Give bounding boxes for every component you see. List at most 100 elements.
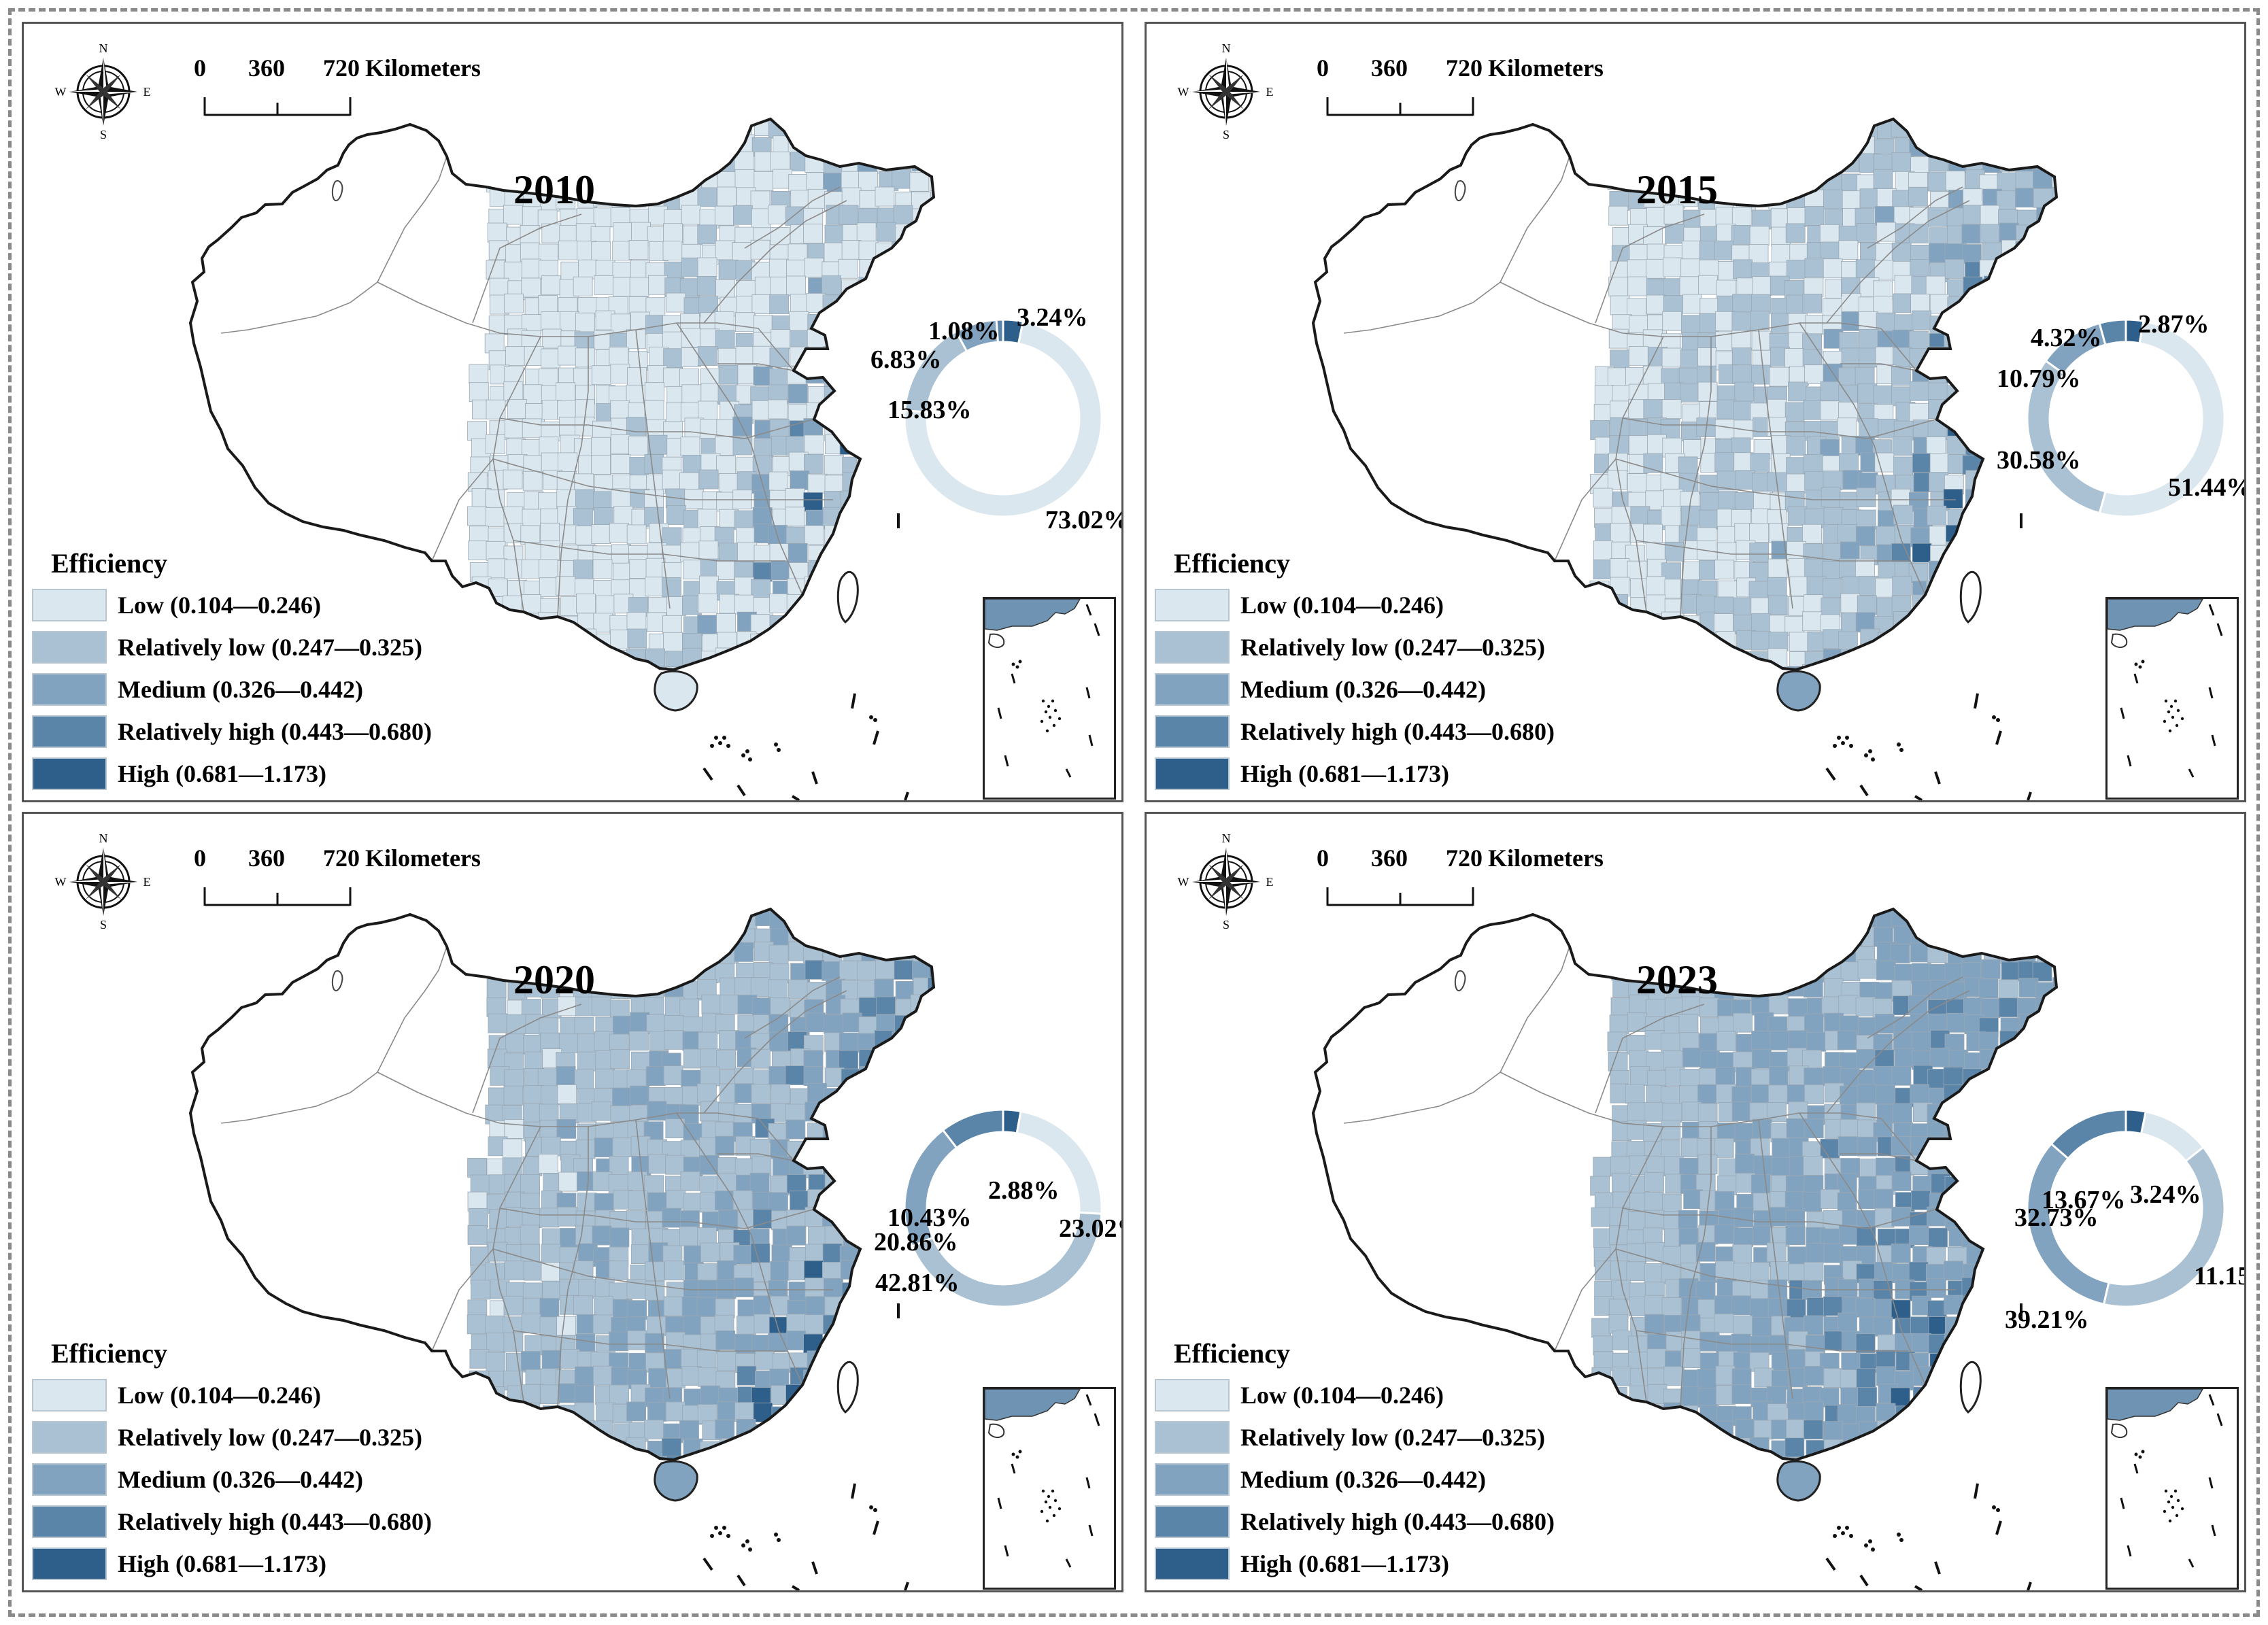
prefecture-cell bbox=[610, 152, 630, 171]
prefecture-cell bbox=[1733, 1208, 1754, 1227]
prefecture-cell bbox=[1980, 1459, 2001, 1460]
prefecture-cell bbox=[927, 209, 934, 230]
prefecture-cell bbox=[824, 1067, 845, 1087]
prefecture-cell bbox=[1804, 594, 1823, 615]
scale-tick-label: 720 bbox=[323, 844, 360, 872]
prefecture-cell bbox=[1966, 628, 1986, 649]
prefecture-cell bbox=[593, 1365, 613, 1386]
prefecture-cell bbox=[1961, 1171, 1981, 1191]
prefecture-cell bbox=[786, 275, 806, 296]
prefecture-cell bbox=[664, 1087, 684, 1107]
prefecture-cell bbox=[1963, 997, 1983, 1017]
prefecture-cell bbox=[700, 155, 720, 175]
prefecture-cell bbox=[734, 1083, 754, 1104]
prefecture-cell bbox=[1696, 633, 1716, 653]
prefecture-cell bbox=[630, 134, 651, 154]
prefecture-cell bbox=[1590, 420, 1610, 440]
prefecture-cell bbox=[1980, 959, 2001, 979]
taiwan-island bbox=[1959, 1361, 1982, 1414]
prefecture-cell bbox=[1946, 136, 1967, 156]
prefecture-cell bbox=[841, 1084, 861, 1105]
prefecture-cell bbox=[1999, 262, 2019, 283]
prefecture-cell bbox=[1697, 1084, 1717, 1104]
prefecture-cell bbox=[843, 1210, 863, 1230]
prefecture-cell bbox=[769, 347, 790, 368]
prefecture-cell bbox=[627, 367, 647, 387]
prefecture-cell bbox=[683, 1315, 703, 1335]
prefecture-cell bbox=[1823, 1368, 1844, 1388]
prefecture-cell bbox=[824, 1014, 843, 1034]
prefecture-cell bbox=[785, 668, 806, 670]
prefecture-cell bbox=[894, 1365, 914, 1386]
prefecture-cell bbox=[860, 492, 880, 512]
prefecture-cell bbox=[786, 1331, 807, 1350]
prefecture-cell bbox=[896, 1069, 916, 1089]
prefecture-cell bbox=[857, 563, 877, 583]
prefecture-cell bbox=[665, 1401, 686, 1422]
prefecture-cell bbox=[485, 1315, 505, 1335]
prefecture-cell bbox=[1948, 1437, 1968, 1457]
prefecture-cell bbox=[857, 1371, 877, 1391]
prefecture-cell bbox=[1982, 1367, 2003, 1388]
prefecture-cell bbox=[893, 1384, 913, 1403]
prefecture-cell bbox=[896, 1353, 917, 1373]
prefecture-cell bbox=[698, 400, 718, 421]
prefecture-cell bbox=[1627, 1102, 1647, 1123]
prefecture-cell bbox=[1714, 1191, 1735, 1211]
prefecture-cell bbox=[716, 1173, 737, 1193]
efficiency-legend: Efficiency Low (0.104—0.246) Relatively l… bbox=[32, 547, 576, 795]
prefecture-cell bbox=[663, 959, 683, 979]
prefecture-cell bbox=[541, 1136, 561, 1157]
prefecture-cell bbox=[629, 277, 649, 297]
prefecture-cell bbox=[1928, 1437, 1948, 1456]
prefecture-cell bbox=[1912, 1333, 1932, 1353]
prefecture-cell bbox=[752, 1192, 773, 1212]
prefecture-cell bbox=[737, 1316, 756, 1336]
prefecture-cell bbox=[715, 330, 735, 350]
prefecture-cell bbox=[663, 348, 683, 369]
prefecture-cell bbox=[1855, 259, 1876, 279]
prefecture-cell bbox=[1979, 1206, 1999, 1227]
prefecture-cell bbox=[1962, 928, 1982, 948]
prefecture-cell bbox=[539, 1120, 560, 1140]
prefecture-cell bbox=[910, 632, 930, 652]
prefecture-cell bbox=[910, 222, 930, 243]
prefecture-cell bbox=[786, 1314, 807, 1334]
prefecture-cell bbox=[539, 577, 559, 598]
prefecture-cell bbox=[2052, 1333, 2057, 1353]
prefecture-cell bbox=[1980, 294, 2000, 315]
prefecture-cell bbox=[681, 205, 701, 225]
prefecture-cell bbox=[1926, 437, 1946, 456]
prefecture-cell bbox=[755, 1350, 775, 1370]
compass-west-label: W bbox=[55, 875, 67, 889]
prefecture-cell bbox=[682, 455, 703, 475]
prefecture-cell bbox=[2052, 925, 2057, 946]
prefecture-cell bbox=[859, 909, 879, 926]
donut-percent-label: 13.67% bbox=[2042, 1186, 2126, 1214]
prefecture-cell bbox=[1875, 243, 1895, 263]
hainan-island bbox=[1776, 670, 1821, 712]
prefecture-cell bbox=[893, 629, 913, 649]
prefecture-cell bbox=[1910, 381, 1929, 401]
prefecture-cell bbox=[1802, 294, 1823, 313]
south-china-sea-inset bbox=[983, 597, 1116, 800]
prefecture-cell bbox=[859, 1140, 879, 1160]
prefecture-cell bbox=[1911, 1031, 1931, 1051]
prefecture-cell bbox=[1980, 1312, 2001, 1333]
donut-percent-label: 51.44% bbox=[2168, 473, 2246, 502]
prefecture-cell bbox=[523, 1034, 543, 1055]
prefecture-cell bbox=[874, 258, 894, 278]
prefecture-cell bbox=[1695, 1242, 1716, 1262]
prefecture-cell bbox=[663, 223, 683, 243]
scale-tick-label: 720 bbox=[323, 54, 360, 82]
prefecture-cell bbox=[1874, 452, 1895, 473]
efficiency-share-donut bbox=[887, 1093, 1119, 1324]
donut-ring bbox=[903, 318, 1103, 518]
compass-rose-icon: N S W E bbox=[55, 41, 151, 141]
prefecture-cell bbox=[683, 560, 703, 580]
prefecture-cell bbox=[768, 1014, 789, 1034]
prefecture-cell bbox=[949, 1050, 968, 1069]
prefecture-cell bbox=[505, 1033, 526, 1053]
prefecture-cell bbox=[892, 1052, 912, 1072]
prefecture-cell bbox=[860, 613, 880, 633]
